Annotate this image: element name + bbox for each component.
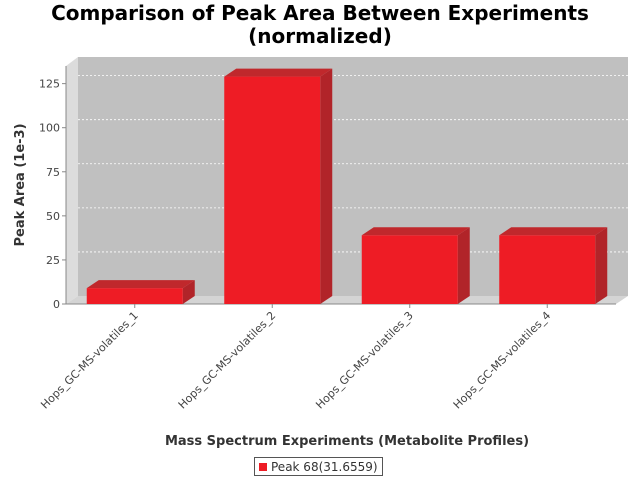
bars	[86, 68, 608, 304]
bar-top-face	[224, 68, 333, 77]
chart-title-line-2: (normalized)	[248, 24, 392, 48]
bar-top-face	[499, 227, 608, 236]
y-axis-label: Peak Area (1e-3)	[13, 123, 28, 246]
y-tick-label: 75	[46, 166, 60, 179]
x-tick-label: Hops_GC-MS-volatiles_3	[313, 309, 416, 412]
y-tick-label: 25	[46, 254, 60, 267]
y-tick-label: 50	[46, 210, 60, 223]
bar-front-face	[361, 235, 458, 304]
legend-label-peak-68: Peak 68(31.6559)	[271, 459, 378, 474]
bar-4	[499, 227, 608, 304]
bar-side-face	[595, 227, 608, 304]
x-tick-label: Hops_GC-MS-volatiles_2	[176, 309, 279, 412]
bar-top-face	[86, 280, 195, 289]
legend-swatch-peak-68	[259, 462, 267, 471]
bar-side-face	[457, 227, 470, 304]
side-wall	[66, 57, 78, 304]
legend: Peak 68(31.6559)	[254, 457, 383, 476]
y-tick-label: 100	[39, 122, 60, 135]
x-tick-label: Hops_GC-MS-volatiles_1	[38, 309, 141, 412]
bar-top-face	[361, 227, 470, 236]
y-axis-ticks: 0 25 50 75 100 125	[39, 78, 66, 311]
chart-title-line-1: Comparison of Peak Area Between Experime…	[51, 1, 589, 25]
bar-3	[361, 227, 470, 304]
chart-title: Comparison of Peak Area Between Experime…	[0, 2, 640, 48]
y-tick-label: 0	[53, 298, 60, 311]
x-axis-label: Mass Spectrum Experiments (Metabolite Pr…	[165, 434, 529, 449]
x-tick-label: Hops_GC-MS-volatiles_4	[451, 309, 554, 412]
chart-floor	[66, 296, 628, 304]
y-tick-label: 125	[39, 78, 60, 91]
bar-side-face	[182, 280, 195, 304]
bar-1	[86, 280, 195, 304]
bar-front-face	[224, 76, 321, 304]
bar-front-face	[86, 288, 183, 304]
x-axis-ticks: Hops_GC-MS-volatiles_1 Hops_GC-MS-volatil…	[38, 304, 553, 411]
bar-front-face	[499, 235, 596, 304]
bar-2	[224, 68, 333, 304]
bar-side-face	[320, 68, 333, 304]
